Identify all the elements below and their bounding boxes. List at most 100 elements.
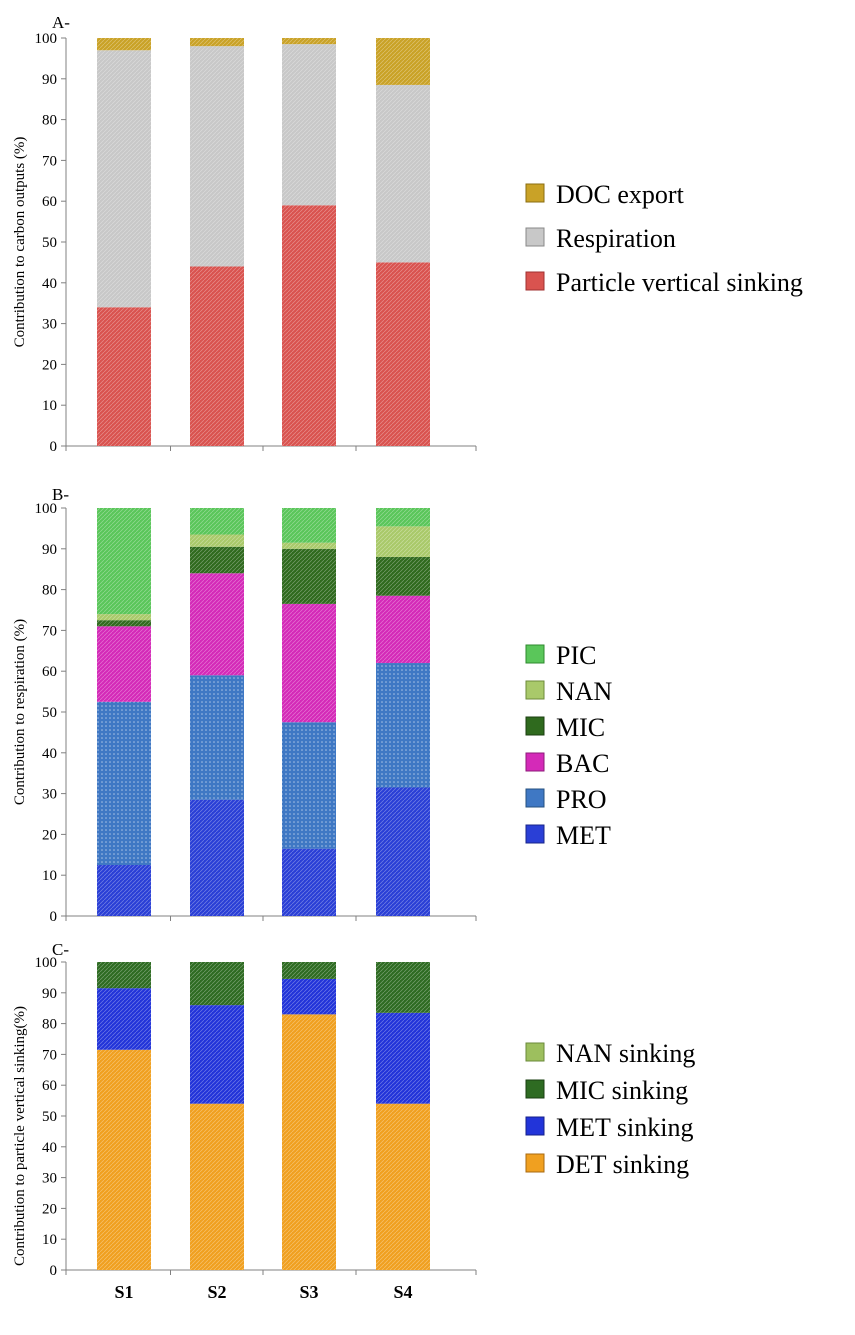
legend-swatch-nan-sinking (525, 1042, 545, 1062)
x-category-label-s2: S2 (207, 1282, 226, 1302)
y-tick-label: 0 (50, 1263, 58, 1279)
bar-bac-s1-texture (97, 626, 151, 702)
bar-mic-sinking-s4-texture (376, 962, 430, 1013)
y-tick-label: 70 (42, 1047, 57, 1063)
x-category-label-s3: S3 (299, 1282, 318, 1302)
y-tick-label: 60 (42, 194, 57, 210)
bar-pro-s1-texture (97, 701, 151, 865)
bar-nan-s3-texture (282, 542, 336, 549)
legend-swatch-nan (525, 680, 545, 700)
legend-label-doc-export: DOC export (556, 180, 685, 209)
y-tick-label: 30 (42, 787, 57, 803)
bar-mic-s4-texture (376, 556, 430, 596)
bar-doc-export-s4-texture (376, 38, 430, 85)
bar-particle-vertical-sinking-s1-texture (97, 307, 151, 446)
panel-a: A- Contribution to carbon outputs (%) 0 1… (12, 13, 803, 455)
legend-swatch-met-sinking (525, 1116, 545, 1136)
bar-pro-s4-texture (376, 663, 430, 788)
legend-swatch-pic (525, 644, 545, 664)
bar-mic-s2-texture (190, 546, 244, 574)
panel-a-legend: DOC export Respiration Particle vertical… (525, 180, 803, 297)
bar-nan-s4-texture (376, 526, 430, 557)
bar-det-sinking-s1-texture (97, 1049, 151, 1270)
bar-mic-sinking-s2-texture (190, 962, 244, 1006)
y-tick-label: 0 (50, 909, 58, 925)
legend-label-det-sinking: DET sinking (556, 1150, 689, 1179)
bar-particle-vertical-sinking-s3-texture (282, 205, 336, 446)
panel-b: B- Contribution to respiration (%) 0 10 20… (12, 485, 613, 925)
legend-swatch-mic (525, 716, 545, 736)
bar-pic-s2-texture (190, 508, 244, 535)
legend-label-bac: BAC (556, 749, 609, 778)
panel-b-plot: 0 10 20 30 40 50 60 70 80 90 100 (35, 501, 477, 925)
legend-label-met: MET (556, 821, 611, 850)
y-tick-label: 0 (50, 439, 58, 455)
bar-det-sinking-s2-texture (190, 1103, 244, 1270)
legend-swatch-mic-sinking (525, 1079, 545, 1099)
bar-respiration-s4-texture (376, 84, 430, 263)
bar-bac-s4-texture (376, 595, 430, 664)
y-tick-label: 10 (42, 1232, 57, 1248)
y-tick-label: 40 (42, 276, 57, 292)
legend-swatch-met (525, 824, 545, 844)
bar-nan-s1-texture (97, 614, 151, 621)
bar-particle-vertical-sinking-s2-texture (190, 266, 244, 446)
bar-det-sinking-s3-texture (282, 1014, 336, 1270)
y-tick-label: 60 (42, 664, 57, 680)
panel-c-label: C- (52, 940, 69, 959)
bar-met-sinking-s4-texture (376, 1012, 430, 1104)
bar-pic-s1-texture (97, 508, 151, 615)
y-tick-label: 20 (42, 827, 57, 843)
legend-label-nan-sinking: NAN sinking (556, 1039, 695, 1068)
panel-b-legend: PIC NAN MIC BAC PRO MET (525, 641, 613, 850)
y-tick-label: 40 (42, 746, 57, 762)
bar-mic-s1-texture (97, 620, 151, 627)
legend-label-respiration: Respiration (556, 224, 676, 253)
y-tick-label: 50 (42, 1109, 57, 1125)
panel-c: C- Contribution to particle vertical sin… (12, 940, 695, 1302)
y-tick-label: 50 (42, 235, 57, 251)
bar-met-s3-texture (282, 848, 336, 916)
y-tick-label: 50 (42, 705, 57, 721)
y-tick-label: 80 (42, 583, 57, 599)
panel-b-y-axis-label: Contribution to respiration (%) (12, 619, 28, 805)
legend-swatch-bac (525, 752, 545, 772)
y-tick-label: 20 (42, 1201, 57, 1217)
panel-a-plot: 0 10 20 30 40 50 60 70 80 90 100 (35, 31, 477, 455)
bar-respiration-s1-texture (97, 50, 151, 308)
y-tick-label: 10 (42, 868, 57, 884)
legend-label-met-sinking: MET sinking (556, 1113, 693, 1142)
x-category-label-s4: S4 (393, 1282, 412, 1302)
bar-pro-s2-texture (190, 675, 244, 800)
legend-label-mic: MIC (556, 713, 605, 742)
panel-a-label: A- (52, 13, 70, 32)
bar-pic-s3-texture (282, 508, 336, 543)
bar-met-sinking-s3-texture (282, 978, 336, 1015)
bar-bac-s3-texture (282, 603, 336, 723)
y-tick-label: 30 (42, 1171, 57, 1187)
legend-swatch-pro (525, 788, 545, 808)
y-tick-label: 90 (42, 72, 57, 88)
y-tick-label: 100 (35, 31, 58, 47)
bar-bac-s2-texture (190, 573, 244, 676)
legend-swatch-doc-export (525, 183, 545, 203)
bar-respiration-s3-texture (282, 44, 336, 206)
y-tick-label: 10 (42, 398, 57, 414)
y-tick-label: 30 (42, 317, 57, 333)
legend-label-nan: NAN (556, 677, 613, 706)
bar-met-s1-texture (97, 865, 151, 916)
y-tick-label: 20 (42, 357, 57, 373)
legend-swatch-respiration (525, 227, 545, 247)
bar-met-sinking-s1-texture (97, 988, 151, 1050)
bar-particle-vertical-sinking-s4-texture (376, 262, 430, 446)
legend-label-pro: PRO (556, 785, 607, 814)
bar-doc-export-s3-texture (282, 38, 336, 45)
panel-c-plot: 0 10 20 30 40 50 60 70 80 90 100 S1 S2 S3 S4 (35, 955, 477, 1302)
y-tick-label: 70 (42, 153, 57, 169)
panel-b-label: B- (52, 485, 69, 504)
y-tick-label: 90 (42, 542, 57, 558)
bar-mic-sinking-s3-texture (282, 962, 336, 979)
y-tick-label: 100 (35, 501, 58, 517)
bar-met-s4-texture (376, 787, 430, 916)
bar-doc-export-s1-texture (97, 38, 151, 51)
